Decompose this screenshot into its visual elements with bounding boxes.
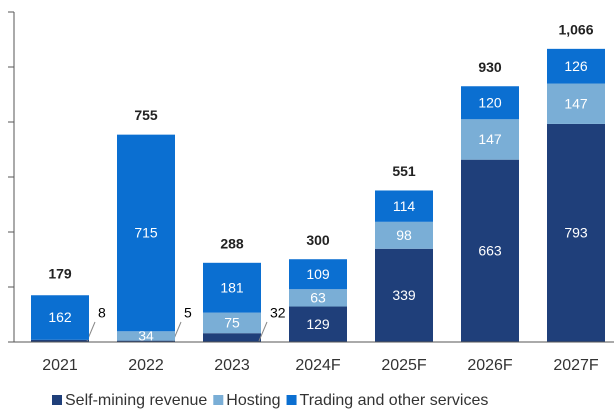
bar-segment [461,119,519,160]
bar-segment [547,123,605,342]
segment-label: 162 [48,309,72,325]
legend-swatch [213,395,224,405]
segment-label: 109 [306,266,330,282]
total-label: 551 [392,163,416,179]
bar-segment [31,295,89,340]
bar-segment [117,134,175,332]
legend-swatch [52,395,62,405]
legend-label: Hosting [226,392,280,409]
segment-label: 98 [396,227,412,243]
segment-label: 129 [306,316,330,332]
legend-label: Trading and other services [300,392,489,409]
bar-segment [203,262,261,313]
segment-label: 120 [478,94,502,110]
segment-label: 34 [138,328,154,344]
segment-label: 715 [134,225,158,241]
segment-label: 339 [392,287,416,303]
bar-segment [31,339,89,342]
segment-label: 63 [310,290,326,306]
x-tick-label: 2024F [295,357,341,374]
bar-segment [289,289,347,307]
x-tick-label: 2021 [42,357,78,374]
label-leader [258,321,268,342]
segment-label: 126 [564,58,588,74]
bar-segment [117,331,175,341]
total-label: 300 [306,232,330,248]
bar-segment [203,312,261,334]
bar-segment [547,83,605,124]
x-tick-label: 2027F [553,357,599,374]
segment-label: 181 [220,279,244,295]
total-label: 930 [478,59,502,75]
total-label: 288 [220,236,244,252]
bar-segment [289,259,347,290]
segment-label: 147 [478,131,502,147]
segment-label: 5 [184,305,192,321]
bar-segment [461,86,519,120]
total-label: 755 [134,107,158,123]
bar-segment [117,340,175,342]
x-tick-label: 2026F [467,357,513,374]
segment-label: 32 [270,305,286,321]
segment-label: 793 [564,225,588,241]
x-tick-label: 2022 [128,357,164,374]
segment-label: 8 [98,305,106,321]
bar-segment [375,190,433,222]
legend-label: Self-mining revenue [65,392,207,409]
total-label: 179 [48,265,72,281]
bar-segment [375,221,433,249]
bar-segment [375,248,433,342]
segment-label: 75 [224,315,240,331]
segment-label: 663 [478,243,502,259]
bar-segment [289,306,347,342]
bar-segment [203,333,261,342]
x-tick-label: 2023 [214,357,250,374]
bar-segment [547,48,605,84]
total-label: 1,066 [558,22,593,38]
x-tick-label: 2025F [381,357,427,374]
segment-label: 114 [393,198,416,214]
segment-label: 147 [564,95,588,111]
legend-swatch [286,395,297,405]
bar-segment [461,159,519,342]
